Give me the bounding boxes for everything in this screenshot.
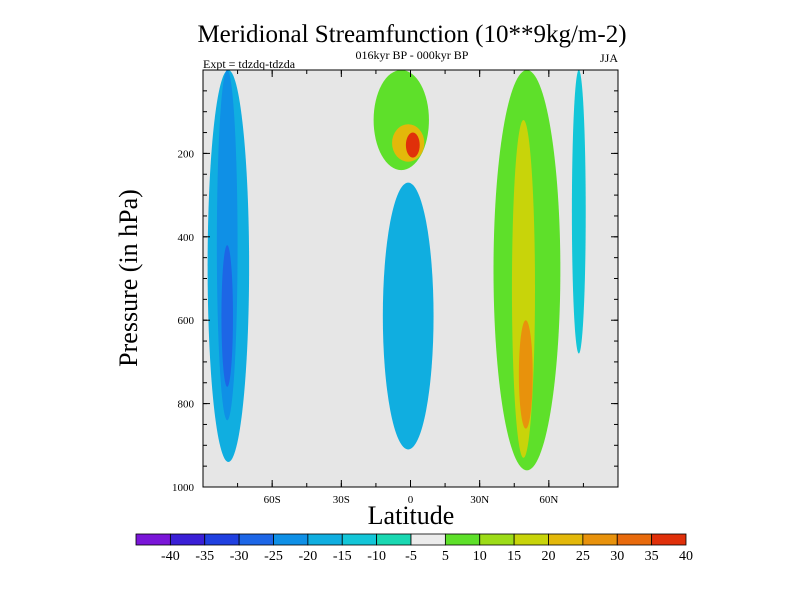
colorbar-label: -10 [367, 549, 386, 564]
y-tick-label: 200 [178, 148, 195, 160]
colorbar-swatch [479, 533, 515, 546]
colorbar-swatch [238, 533, 274, 546]
colorbar-swatch [376, 533, 412, 546]
plot-area: 60S 30S 0 30N 60N 200 400 600 800 1000 [172, 69, 619, 506]
colorbar-swatch [616, 533, 653, 546]
colorbar-swatch [410, 533, 446, 546]
x-tick-label: 30N [470, 494, 489, 506]
colorbar-swatch [341, 533, 378, 546]
colorbar-swatch [582, 533, 618, 546]
colorbar-label: -40 [161, 549, 180, 564]
x-tick-label: 60S [264, 494, 281, 506]
chart-title: Meridional Streamfunction (10**9kg/m-2) [197, 21, 626, 48]
colorbar-swatch [135, 533, 171, 546]
y-tick-label: 400 [178, 232, 195, 244]
colorbar-label: -35 [195, 549, 214, 564]
colorbar-label: 15 [507, 549, 521, 564]
colorbar-label: 30 [610, 549, 624, 564]
y-tick-label: 600 [178, 315, 195, 327]
contour-sh-polar-cell-max [221, 245, 233, 387]
season-label: JJA [600, 51, 618, 65]
colorbar [135, 533, 687, 546]
colorbar-label: 40 [679, 549, 693, 564]
colorbar-label: 35 [645, 549, 659, 564]
colorbar-label: -20 [299, 549, 318, 564]
chart-subtitle: 016kyr BP - 000kyr BP [356, 48, 469, 62]
axis-tick-labels: 60S 30S 0 30N 60N 200 400 600 800 1000 [172, 148, 558, 506]
axis-ticks [202, 69, 619, 488]
x-axis-label: Latitude [368, 501, 455, 530]
x-tick-label: 60N [539, 494, 558, 506]
contour-nh-polar-filament [571, 70, 586, 354]
colorbar-swatch [651, 533, 687, 546]
colorbar-swatch [169, 533, 206, 546]
colorbar-swatch [307, 533, 343, 546]
contour-fills [207, 70, 586, 471]
y-tick-label: 1000 [172, 482, 195, 494]
colorbar-labels: -40 -35 -30 -25 -20 -15 -10 -5 5 10 15 20 25 30 35 40 [161, 549, 693, 564]
contour-nh-ferrel-max [518, 320, 533, 429]
colorbar-label: -25 [264, 549, 283, 564]
colorbar-label: -30 [230, 549, 249, 564]
x-tick-label: 30S [333, 494, 350, 506]
colorbar-swatch [513, 533, 549, 546]
contour-equatorial-upper-max [405, 132, 420, 158]
y-axis-label: Pressure (in hPa) [114, 189, 143, 367]
contour-equatorial-lower-cell [382, 182, 434, 450]
colorbar-label: 20 [542, 549, 556, 564]
colorbar-swatch [444, 533, 481, 546]
colorbar-swatch [273, 533, 309, 546]
experiment-label: Expt = tdzdq-tdzda [203, 57, 296, 71]
colorbar-label: 10 [473, 549, 487, 564]
colorbar-swatch [548, 533, 584, 546]
colorbar-label: 25 [576, 549, 590, 564]
x-tick-label: 0 [408, 494, 414, 506]
colorbar-label: -5 [405, 549, 417, 564]
y-tick-label: 800 [178, 399, 195, 411]
colorbar-swatch [204, 533, 240, 546]
colorbar-label: -15 [333, 549, 352, 564]
colorbar-label: 5 [442, 549, 449, 564]
